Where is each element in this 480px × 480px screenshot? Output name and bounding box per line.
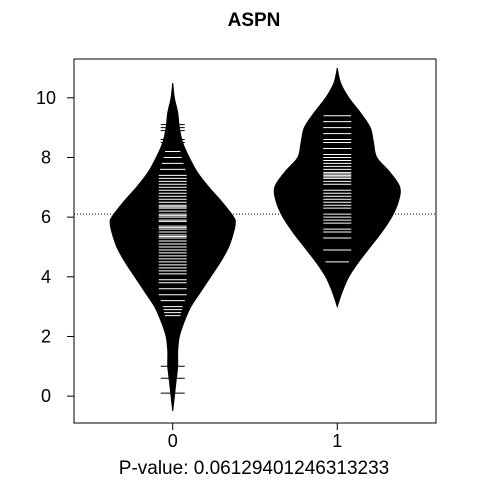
x-tick-label: 0	[168, 431, 178, 451]
bean-1	[273, 67, 401, 309]
y-tick-label: 10	[36, 88, 56, 108]
y-tick-label: 6	[41, 207, 51, 227]
plot-frame	[73, 58, 437, 424]
y-tick-label: 0	[41, 386, 51, 406]
y-tick-label: 2	[41, 326, 51, 346]
y-tick-label: 8	[41, 147, 51, 167]
x-axis-label: P-value: 0.06129401246313233	[119, 458, 389, 479]
x-tick-label: 1	[332, 431, 342, 451]
chart-title: ASPN	[228, 10, 281, 31]
plot-area	[74, 67, 436, 412]
y-tick-label: 4	[41, 267, 51, 287]
bean-0	[109, 82, 236, 412]
y-axis: 0 2 4 6 8 10	[36, 88, 74, 406]
